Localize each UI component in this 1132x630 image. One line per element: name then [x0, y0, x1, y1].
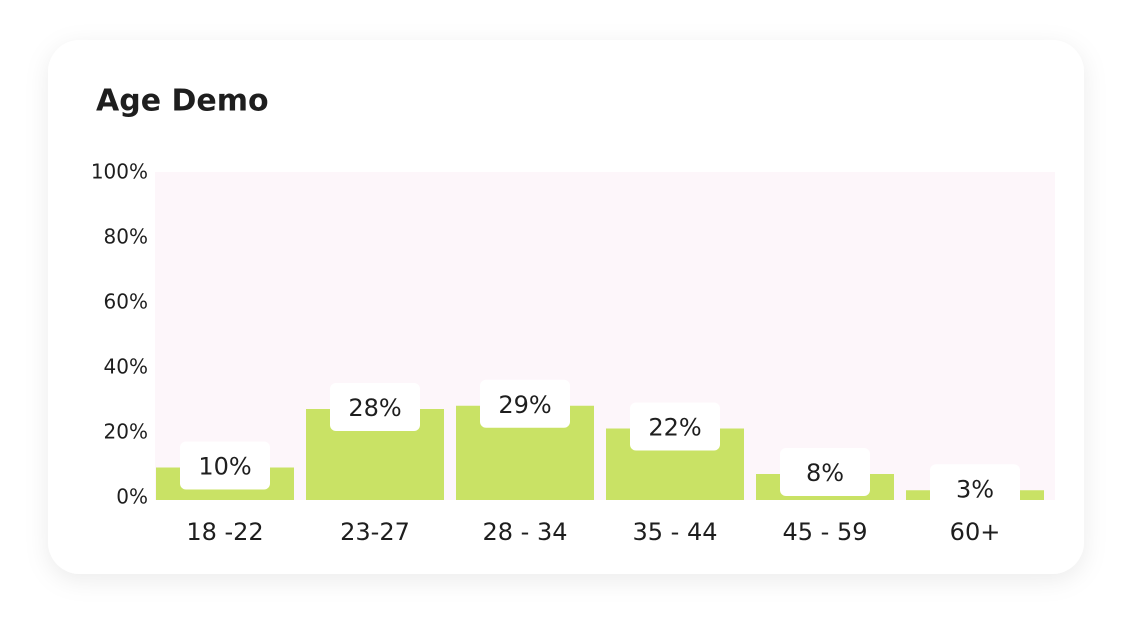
- plot-area: [155, 172, 1055, 500]
- value-label: 28%: [348, 394, 401, 422]
- value-label-box: [630, 402, 720, 451]
- y-tick-label: 80%: [104, 225, 148, 249]
- y-tick-label: 20%: [104, 420, 148, 444]
- x-tick-label: 60+: [950, 518, 1001, 546]
- value-label: 22%: [648, 414, 701, 442]
- x-tick-label: 28 - 34: [483, 518, 568, 546]
- value-label-box: [930, 464, 1020, 513]
- value-label-box: [780, 448, 870, 496]
- value-label: 3%: [956, 475, 994, 503]
- x-tick-label: 23-27: [340, 518, 410, 546]
- y-tick-label: 60%: [104, 290, 148, 314]
- value-label-box: [480, 379, 570, 428]
- chart-title: Age Demo: [96, 84, 269, 119]
- value-label-box: [330, 383, 420, 431]
- value-label-box: [180, 441, 270, 490]
- y-tick-label: 0%: [116, 485, 148, 509]
- x-tick-label: 45 - 59: [783, 518, 868, 546]
- x-tick-label: 35 - 44: [633, 518, 718, 546]
- value-label: 10%: [198, 453, 251, 481]
- value-label: 29%: [498, 391, 551, 419]
- y-tick-label: 100%: [91, 160, 148, 184]
- x-tick-label: 18 -22: [186, 518, 263, 546]
- y-tick-label: 40%: [104, 355, 148, 379]
- value-label: 8%: [806, 459, 844, 487]
